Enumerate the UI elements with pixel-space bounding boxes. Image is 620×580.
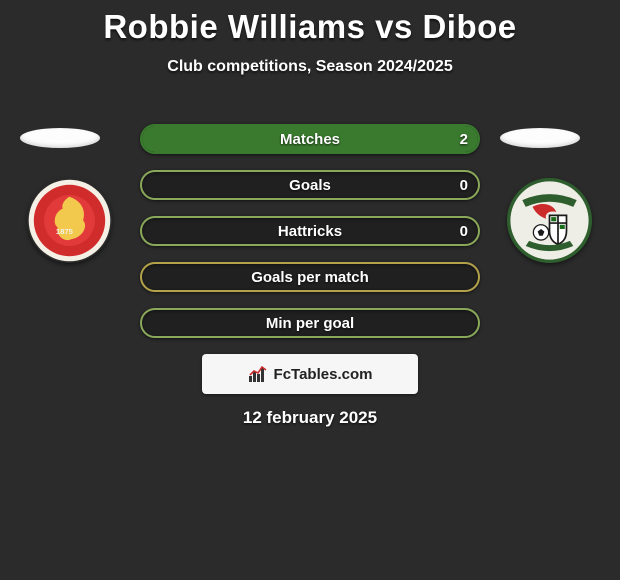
comparison-infographic: Robbie Williams vs Diboe Club competitio… [0, 0, 620, 580]
page-subtitle: Club competitions, Season 2024/2025 [0, 58, 620, 76]
stat-label: Matches [142, 126, 478, 152]
page-title: Robbie Williams vs Diboe [0, 0, 620, 46]
stat-label: Goals per match [142, 264, 478, 290]
site-name: FcTables.com [274, 366, 373, 383]
stat-value-right: 0 [460, 172, 468, 198]
club-crest-left: 1875 [27, 178, 112, 263]
stat-value-right: 0 [460, 218, 468, 244]
stat-bar: Goals0 [140, 170, 480, 200]
stat-row: Min per goal [140, 308, 480, 338]
stat-value-right: 2 [460, 126, 468, 152]
player-left-silhouette [20, 128, 100, 148]
stat-bar: Matches2 [140, 124, 480, 154]
stat-bar: Min per goal [140, 308, 480, 338]
crest-right-svg [507, 178, 592, 263]
stat-bar: Hattricks0 [140, 216, 480, 246]
bars-icon [248, 364, 268, 384]
stat-label: Goals [142, 172, 478, 198]
crest-left-svg: 1875 [27, 178, 112, 263]
stat-row: Matches2 [140, 124, 480, 154]
stat-bar: Goals per match [140, 262, 480, 292]
site-badge: FcTables.com [202, 354, 418, 394]
stat-label: Hattricks [142, 218, 478, 244]
club-crest-right [507, 178, 592, 263]
stat-row: Hattricks0 [140, 216, 480, 246]
player-right-silhouette [500, 128, 580, 148]
stat-row: Goals0 [140, 170, 480, 200]
crest-left-year: 1875 [56, 227, 74, 236]
stat-row: Goals per match [140, 262, 480, 292]
date-label: 12 february 2025 [0, 408, 620, 428]
stat-label: Min per goal [142, 310, 478, 336]
